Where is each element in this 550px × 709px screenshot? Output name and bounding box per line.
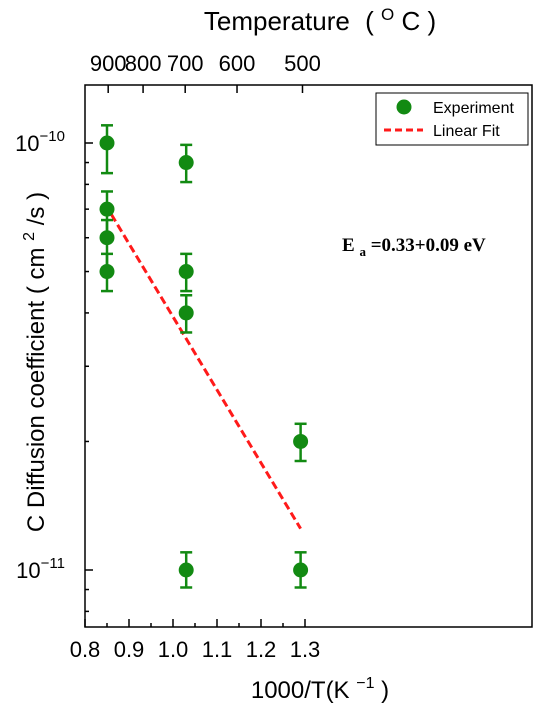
- y-tick-label: 10−10: [15, 128, 65, 156]
- data-point: [293, 562, 309, 578]
- data-marks: [99, 124, 309, 589]
- legend-label-fit: Linear Fit: [433, 123, 500, 140]
- data-point: [99, 230, 115, 246]
- x-tick-label: 0.8: [70, 637, 101, 662]
- top-tick-label: 900: [90, 51, 127, 76]
- data-point: [178, 562, 194, 578]
- x-tick-label: 0.9: [114, 637, 145, 662]
- y-tick-label: 10−11: [16, 555, 65, 583]
- x-tick-label: 1.1: [202, 637, 233, 662]
- x-axis-title: 1000/T(K −1 ): [251, 667, 389, 704]
- data-point: [99, 135, 115, 151]
- plot-frame: [84, 84, 533, 628]
- top-tick-label: 600: [219, 51, 256, 76]
- x-tick-label: 1.0: [158, 637, 189, 662]
- legend: Experiment Linear Fit: [375, 92, 529, 146]
- data-point: [99, 264, 115, 280]
- data-point: [178, 305, 194, 321]
- top-axis-title: Temperature ( O C ): [204, 0, 436, 36]
- data-point: [293, 433, 309, 449]
- top-tick-label: 800: [125, 51, 162, 76]
- top-tick-label: 700: [167, 51, 204, 76]
- legend-marker-experiment: [396, 99, 412, 115]
- x-tick-label: 1.3: [290, 637, 321, 662]
- legend-label-experiment: Experiment: [433, 100, 514, 117]
- top-tick-label: 500: [284, 51, 321, 76]
- activation-energy-annotation: E a =0.33+0.09 eV: [342, 235, 486, 261]
- x-tick-label: 1.2: [246, 637, 277, 662]
- data-point: [99, 201, 115, 217]
- fit-line: [110, 213, 302, 530]
- data-point: [178, 155, 194, 171]
- data-point: [178, 264, 194, 280]
- y-axis-title: C Diffusion coefficient ( cm 2 /s ): [13, 192, 50, 532]
